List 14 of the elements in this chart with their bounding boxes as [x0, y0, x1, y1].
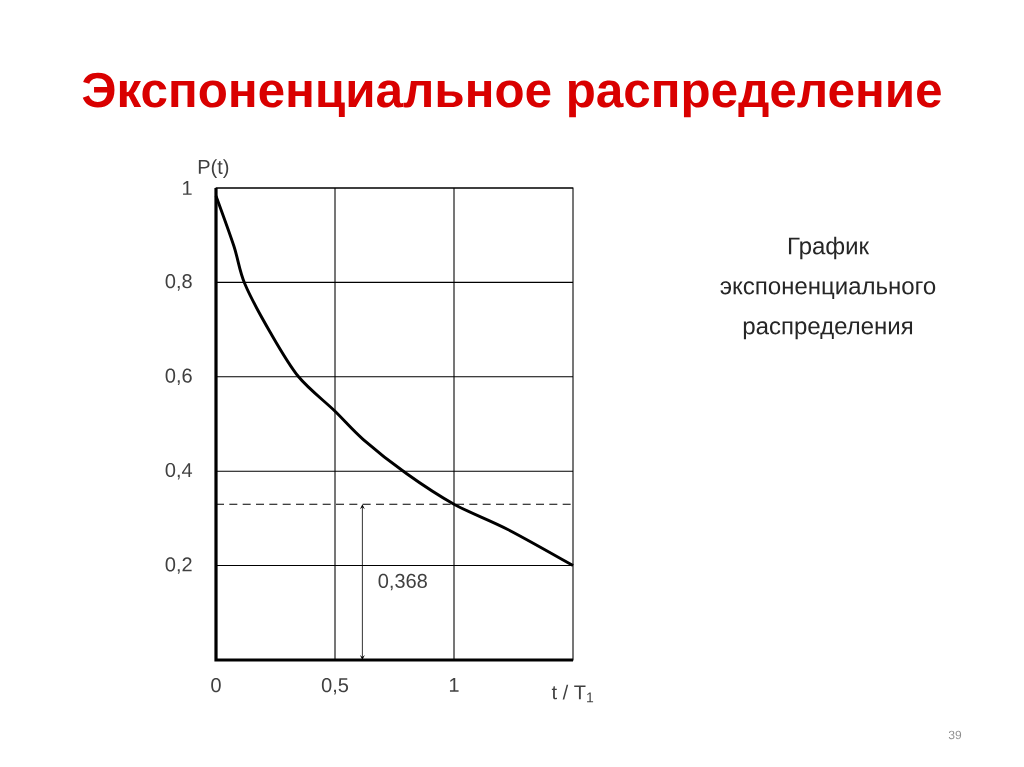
y-tick-label: 0,6	[165, 368, 192, 386]
chart-title: Экспоненциальное распределение	[82, 72, 941, 118]
y-tick-label: 0,2	[165, 557, 192, 574]
text: График экспоненциального распределения	[720, 236, 936, 340]
x-axis-title: t / T$_{1}$	[551, 684, 594, 703]
y-tick-label: 0,8	[165, 274, 192, 291]
annotation: 0,368	[378, 573, 427, 591]
y-tick-label: 0,4	[165, 462, 193, 480]
x-tick-label: 0	[211, 678, 221, 693]
x-tick-label: 0,5	[321, 678, 349, 695]
y-axis-title: P(t)	[198, 159, 229, 178]
text: 39	[948, 730, 962, 740]
y-tick-label: 1	[183, 181, 192, 195]
x-tick-label: 1	[449, 678, 459, 692]
